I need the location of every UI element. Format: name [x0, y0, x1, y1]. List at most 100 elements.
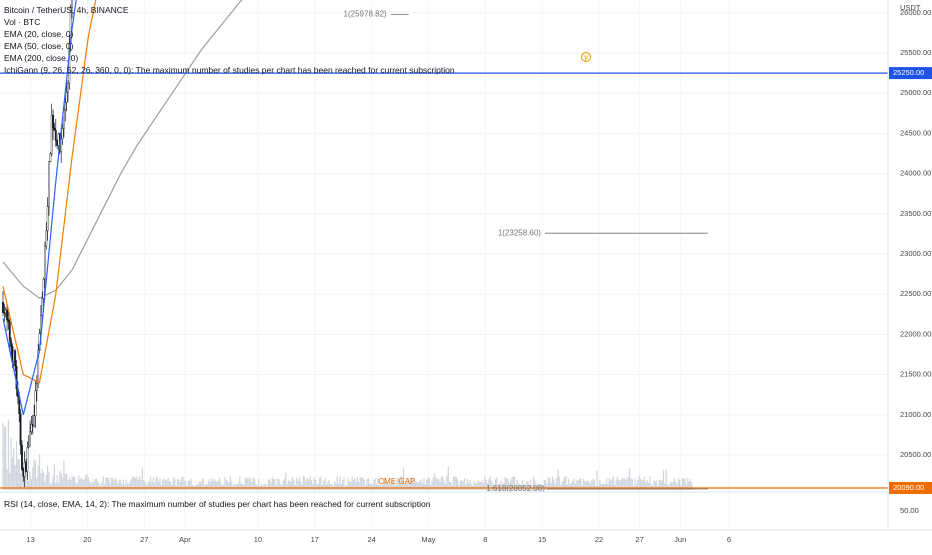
volume-bar	[649, 476, 651, 490]
fib-1b-label: 1(23258.60)	[498, 228, 541, 237]
volume-bar	[683, 478, 685, 490]
volume-bar	[516, 479, 518, 490]
volume-bar	[401, 476, 403, 490]
volume-bar	[558, 476, 560, 490]
volume-bar	[22, 475, 24, 490]
volume-bar	[645, 481, 647, 490]
volume-bar	[260, 483, 263, 490]
volume-bar	[425, 479, 428, 490]
volume-bar	[152, 477, 154, 490]
volume-bar	[246, 477, 248, 490]
volume-bar	[103, 484, 106, 490]
volume-bar	[254, 478, 256, 490]
volume-bar	[53, 464, 56, 490]
rsi-legend[interactable]: RSI (14, close, EMA, 14, 2): The maximum…	[4, 499, 431, 509]
volume-bar	[84, 474, 87, 490]
volume-bar	[240, 483, 242, 490]
volume-bar	[522, 479, 524, 490]
wave-y-label: y	[584, 54, 588, 61]
volume-bar	[41, 469, 43, 490]
volume-bar	[485, 479, 487, 490]
candle-body	[14, 350, 17, 367]
candle-body	[30, 423, 33, 432]
volume-bar	[302, 476, 305, 490]
volume-bar	[386, 482, 388, 490]
volume-bar	[634, 477, 636, 490]
volume-bar	[225, 479, 227, 490]
volume-bar	[13, 447, 15, 490]
volume-bar	[509, 480, 512, 490]
y-tick-label: 26000.00	[900, 8, 931, 17]
volume-bar	[70, 479, 72, 490]
volume-bar	[478, 481, 480, 490]
volume-bar	[434, 473, 436, 490]
legend-ema20[interactable]: EMA (20, close, 0)	[4, 29, 74, 39]
volume-bar	[2, 422, 4, 490]
volume-bar	[198, 481, 200, 490]
volume-bar	[647, 483, 650, 490]
volume-bar	[183, 480, 185, 490]
volume-bar	[361, 477, 363, 490]
volume-bar	[67, 480, 69, 490]
x-tick-label: 27	[140, 535, 148, 544]
volume-bar	[174, 479, 176, 490]
legend-volume[interactable]: Vol · BTC	[4, 17, 41, 27]
volume-bar	[639, 478, 642, 490]
volume-bar	[379, 483, 382, 490]
volume-bar	[554, 483, 556, 490]
volume-bar	[56, 475, 58, 490]
volume-bar	[109, 483, 111, 490]
volume-bar	[637, 480, 639, 490]
legend-ema200[interactable]: EMA (200, close, 0)	[4, 53, 79, 63]
volume-bar	[17, 458, 19, 490]
x-tick-label: 6	[727, 535, 731, 544]
volume-bar	[86, 474, 88, 490]
legend-ema50[interactable]: EMA (50, close, 0)	[4, 41, 74, 51]
volume-bar	[110, 477, 112, 490]
volume-bar	[187, 480, 190, 490]
candle-body	[27, 445, 30, 448]
volume-bar	[500, 480, 502, 490]
volume-bar	[600, 483, 602, 490]
volume-bar	[684, 478, 686, 490]
volume-bar	[182, 476, 184, 490]
candle-body	[54, 129, 57, 141]
legend-title[interactable]: Bitcoin / TetherUS, 4h, BINANCE	[4, 5, 129, 15]
volume-bar	[91, 481, 93, 490]
volume-bar	[101, 482, 103, 490]
volume-bar	[666, 484, 669, 490]
volume-bar	[458, 484, 460, 490]
volume-bar	[128, 484, 130, 490]
volume-bar	[511, 477, 513, 490]
candle-body	[52, 114, 54, 129]
volume-bar	[297, 480, 299, 490]
candle-body	[49, 153, 52, 162]
x-tick-label: 15	[538, 535, 546, 544]
volume-bar	[319, 477, 321, 490]
volume-bar	[9, 473, 11, 490]
volume-bar	[496, 476, 498, 490]
volume-bar	[463, 477, 466, 490]
volume-bar	[114, 477, 116, 490]
volume-bar	[162, 479, 164, 490]
volume-bar	[646, 480, 648, 490]
volume-bar	[421, 483, 424, 490]
volume-bar	[587, 480, 589, 490]
volume-bar	[480, 482, 482, 490]
volume-bar	[252, 477, 254, 490]
volume-bar	[428, 477, 430, 490]
volume-bar	[585, 481, 587, 490]
legend-ichigann[interactable]: IchiGann (9, 26, 52, 26, 360, 0, 0): The…	[4, 65, 455, 75]
volume-bar	[64, 474, 66, 490]
volume-bar	[392, 479, 394, 490]
volume-bar	[611, 478, 613, 490]
y-tick-label: 23000.00	[900, 249, 931, 258]
volume-bar	[133, 477, 135, 490]
volume-bar	[650, 483, 652, 490]
volume-bar	[279, 484, 282, 490]
volume-bar	[159, 478, 161, 490]
volume-bar	[47, 465, 49, 490]
volume-bar	[572, 480, 574, 490]
